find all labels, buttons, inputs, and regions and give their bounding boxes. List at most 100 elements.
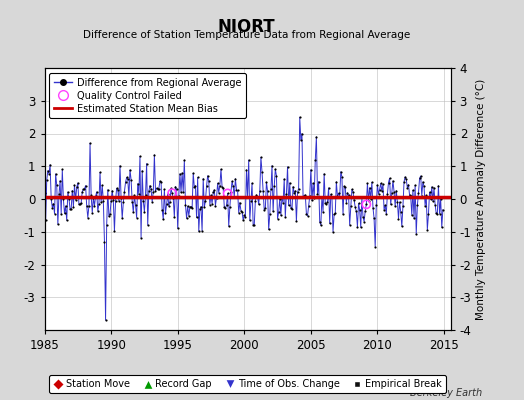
Point [182, 215, 191, 222]
Point [114, 186, 122, 193]
Point [427, 196, 435, 203]
Point [222, 202, 231, 208]
Point [375, 186, 384, 193]
Point [334, 190, 343, 196]
Point [115, 198, 123, 204]
Point [292, 218, 301, 224]
Point [369, 204, 377, 211]
Point [408, 212, 416, 218]
Point [256, 188, 264, 194]
Point [346, 203, 355, 210]
Point [41, 216, 50, 223]
Point [364, 198, 373, 204]
Point [379, 181, 387, 188]
Point [239, 217, 247, 223]
Point [433, 211, 442, 217]
Point [276, 196, 284, 202]
Point [431, 202, 439, 208]
Point [166, 198, 174, 205]
Point [321, 200, 330, 206]
Point [189, 170, 198, 176]
Point [195, 206, 204, 212]
Point [210, 187, 219, 193]
Point [211, 202, 220, 209]
Point [122, 179, 130, 186]
Point [269, 208, 277, 215]
Point [355, 207, 364, 213]
Point [75, 201, 83, 208]
Point [378, 188, 386, 194]
Point [353, 224, 362, 230]
Point [85, 203, 93, 209]
Point [307, 166, 315, 173]
Point [140, 208, 149, 215]
Point [55, 191, 63, 198]
Point [194, 228, 203, 234]
Point [305, 193, 314, 200]
Point [382, 211, 390, 217]
Point [232, 186, 241, 193]
Point [65, 196, 73, 202]
Point [285, 202, 293, 209]
Point [252, 192, 260, 198]
Point [176, 170, 184, 177]
Text: Berkeley Earth: Berkeley Earth [410, 388, 482, 398]
Point [358, 194, 366, 200]
Point [157, 179, 165, 185]
Point [399, 203, 407, 210]
Point [241, 214, 249, 220]
Point [63, 189, 72, 195]
Point [51, 171, 60, 177]
Point [84, 214, 92, 221]
Point [262, 179, 270, 186]
Point [423, 226, 432, 233]
Point [124, 176, 132, 182]
Point [421, 202, 429, 209]
Point [365, 184, 374, 191]
Point [218, 184, 226, 190]
Point [62, 217, 71, 224]
Point [270, 183, 278, 190]
Point [162, 201, 171, 208]
Point [227, 188, 235, 195]
Point [233, 187, 242, 194]
Point [406, 192, 414, 198]
Point [184, 212, 193, 219]
Point [360, 218, 368, 225]
Point [237, 207, 245, 214]
Point [118, 215, 126, 221]
Point [409, 187, 417, 194]
Point [257, 154, 265, 160]
Point [96, 169, 104, 176]
Point [412, 231, 420, 237]
Point [216, 182, 224, 189]
Point [88, 209, 96, 216]
Point [159, 216, 168, 223]
Point [152, 185, 161, 192]
Point [192, 214, 201, 221]
Point [301, 192, 310, 198]
Point [143, 160, 151, 167]
Point [71, 197, 80, 203]
Point [429, 198, 437, 204]
Point [220, 204, 228, 210]
Point [310, 195, 319, 201]
Point [335, 194, 344, 200]
Point [188, 205, 196, 211]
Point [318, 193, 326, 200]
Point [384, 180, 392, 186]
Point [45, 170, 53, 177]
Point [352, 208, 361, 215]
Point [430, 184, 438, 191]
Point [424, 211, 433, 218]
Point [229, 183, 237, 190]
Point [319, 208, 327, 215]
Point [100, 238, 108, 245]
Text: NIORT: NIORT [217, 18, 275, 36]
Point [418, 192, 426, 199]
Point [52, 182, 61, 188]
Point [303, 213, 312, 219]
Point [333, 193, 342, 200]
Point [228, 178, 236, 185]
Point [209, 189, 217, 195]
